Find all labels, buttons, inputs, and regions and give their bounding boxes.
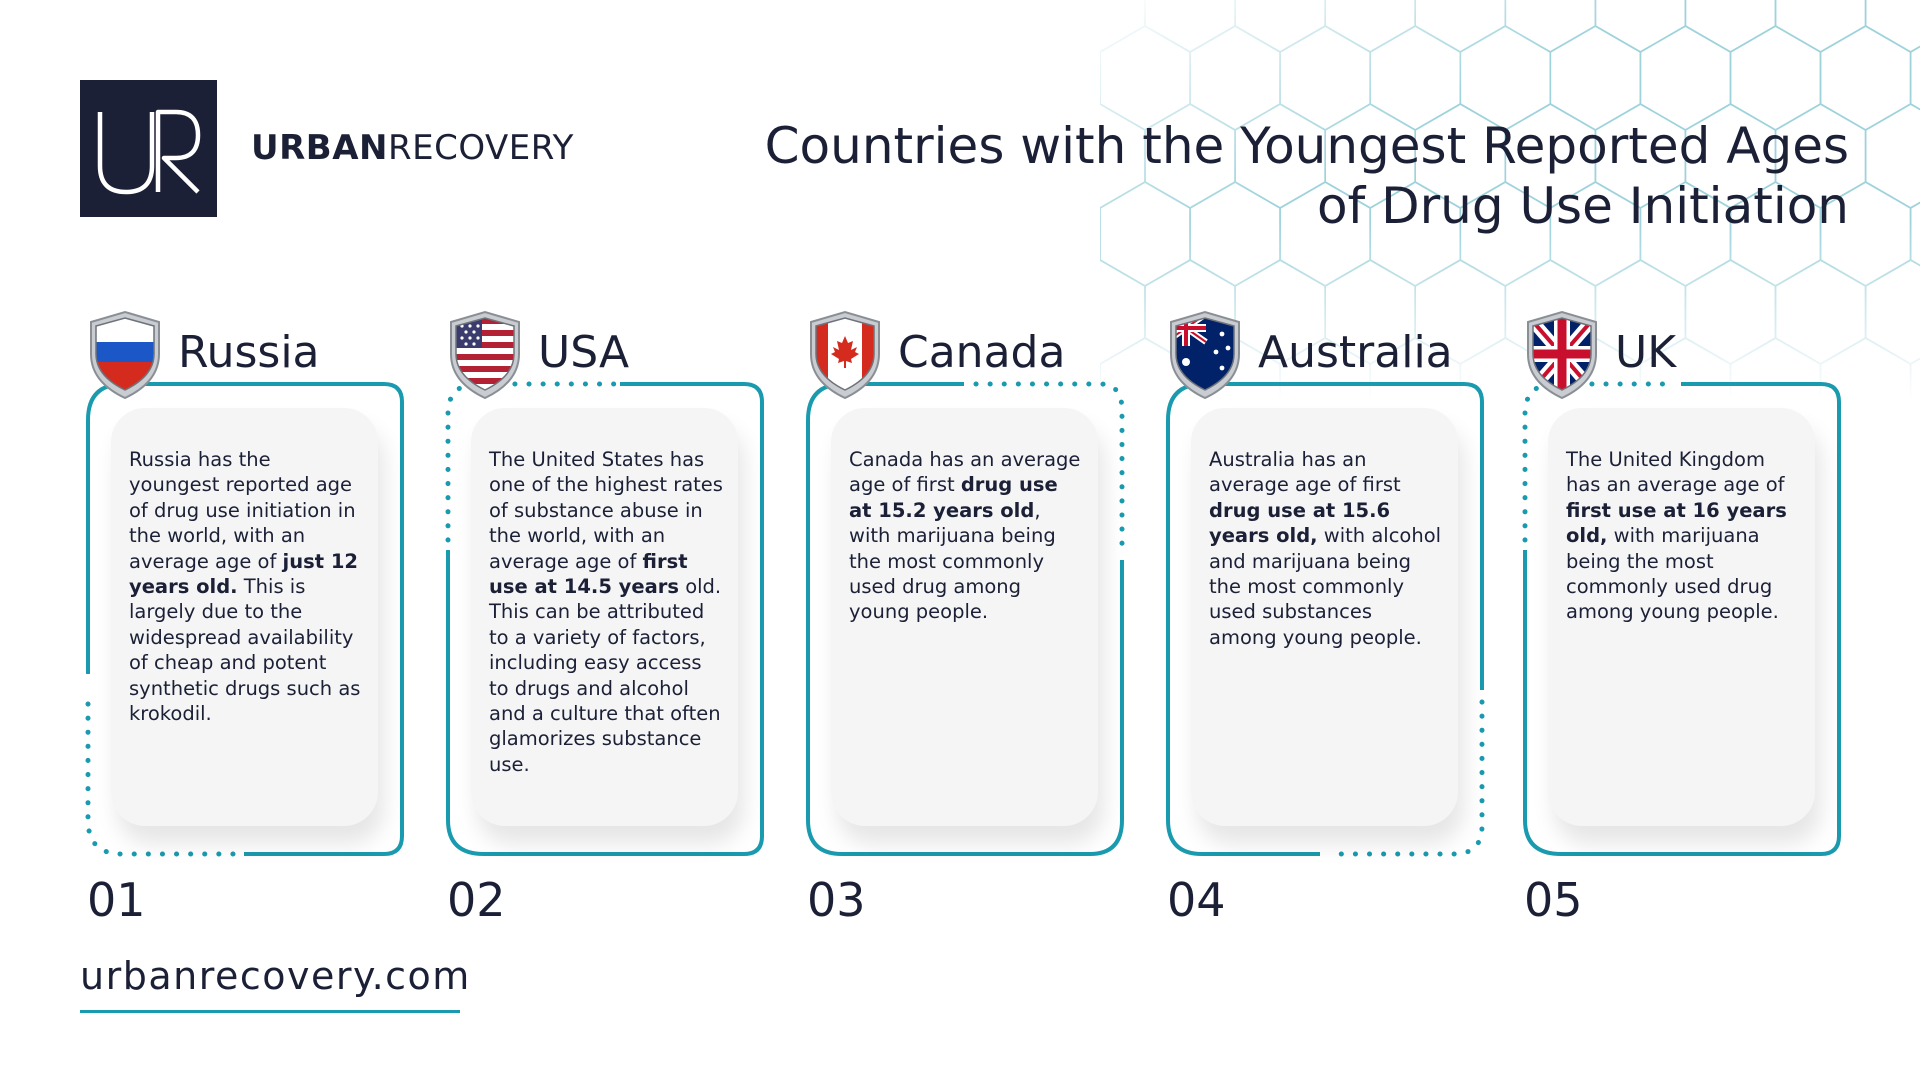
card-panel: [1191, 408, 1458, 826]
hexagon-shape: [1234, 0, 1326, 53]
hexagon-shape: [1549, 25, 1642, 131]
card-outline: [1522, 381, 1841, 856]
desc-text: Australia has an average age of first: [1209, 448, 1401, 497]
desc-text: Russia has the youngest reported age of …: [129, 448, 356, 573]
card-panel: [111, 408, 378, 826]
desc-text: with alcohol and marijuana being the mos…: [1209, 524, 1442, 649]
card-description: Canada has an average age of first drug …: [849, 447, 1084, 625]
card-description: The United Kingdom has an average age of…: [1566, 447, 1801, 625]
desc-text: Canada has an average age of first: [849, 448, 1081, 497]
hexagon-shape: [1819, 25, 1912, 131]
website-link[interactable]: urbanrecovery.com: [80, 954, 471, 998]
hexagon-shape: [1504, 0, 1597, 53]
card-number: 01: [87, 873, 146, 927]
hexagon-shape: [1684, 0, 1777, 53]
hexagon-shape: [1100, 25, 1191, 131]
card-outline: [806, 381, 1125, 856]
page-title-line-2: of Drug Use Initiation: [1316, 177, 1849, 235]
hexagon-shape: [1729, 25, 1822, 131]
australia-flag-shield-icon: [1170, 310, 1240, 400]
russia-flag-shield-icon: [90, 310, 160, 400]
card-number: 03: [807, 873, 866, 927]
hexagon-shape: [1414, 0, 1507, 53]
hexagon-shape: [1909, 357, 1920, 400]
card-number: 02: [447, 873, 506, 927]
ur-logo-icon: [97, 109, 201, 195]
usa-flag-shield-icon: [450, 310, 520, 400]
hexagon-shape: [1459, 25, 1552, 131]
uk-flag-shield-icon: [1527, 310, 1597, 400]
card-description: The United States has one of the highest…: [489, 447, 724, 777]
country-card-canada: Canada Canada has an average age of firs…: [804, 310, 1164, 930]
hexagon-shape: [1774, 0, 1867, 53]
card-number: 05: [1524, 873, 1583, 927]
desc-highlight: drug use at 15.2 years old: [849, 473, 1058, 522]
card-description: Australia has an average age of first dr…: [1209, 447, 1444, 650]
card-outline: [1166, 382, 1485, 857]
hexagon-shape: [1909, 45, 1920, 111]
country-card-uk: UK The United Kingdom has an average age…: [1521, 310, 1881, 930]
hexagon-shape: [1189, 25, 1281, 131]
hexagon-shape: [1279, 25, 1372, 131]
card-panel: [1548, 408, 1815, 826]
card-panel: [831, 408, 1098, 826]
hexagon-shape: [1594, 0, 1687, 53]
hexagon-shape: [1369, 25, 1462, 131]
url-underline: [80, 1010, 460, 1013]
hexagon-shape: [1324, 0, 1417, 53]
card-outline: [445, 381, 764, 856]
hexagon-shape: [1144, 0, 1236, 53]
card-panel: [471, 408, 738, 826]
page-title-line-1: Countries with the Youngest Reported Age…: [764, 117, 1849, 175]
desc-text: The United Kingdom has an average age of: [1566, 448, 1785, 497]
brand-logo: [80, 80, 217, 217]
desc-text: This is largely due to the widespread av…: [129, 575, 361, 726]
desc-highlight: first use at 16 years old,: [1566, 498, 1787, 548]
hexagon-shape: [1864, 103, 1920, 209]
card-description: Russia has the youngest reported age of …: [129, 447, 364, 726]
card-number: 04: [1167, 873, 1226, 927]
hexagon-shape: [1864, 0, 1920, 53]
desc-text: , with marijuana being the most commonly…: [849, 498, 1056, 624]
desc-highlight: drug use at 15.6 years old,: [1209, 498, 1391, 548]
country-name: Canada: [898, 327, 1066, 378]
brand-name-light: RECOVERY: [387, 128, 574, 168]
page-title: Countries with the Youngest Reported Age…: [669, 116, 1849, 236]
desc-text: old. This can be attributed to a variety…: [489, 575, 722, 776]
country-name: UK: [1615, 327, 1677, 378]
country-name: USA: [538, 327, 630, 378]
hexagon-shape: [1100, 0, 1146, 53]
desc-text: The United States has one of the highest…: [489, 448, 723, 573]
desc-highlight: just 12 years old.: [129, 549, 358, 599]
hexagon-shape: [1639, 25, 1732, 131]
country-card-australia: Australia Australia has an average age o…: [1164, 310, 1524, 930]
country-name: Australia: [1258, 327, 1453, 378]
country-card-russia: Russia Russia has the youngest reported …: [84, 310, 444, 930]
country-name: Russia: [178, 327, 320, 378]
canada-flag-shield-icon: [810, 310, 880, 400]
hexagon-shape: [1909, 201, 1920, 267]
desc-text: with marijuana being the most commonly u…: [1566, 524, 1779, 624]
country-card-usa: USA The United States has one of the hig…: [444, 310, 804, 930]
brand-name-bold: URBAN: [251, 128, 388, 168]
desc-highlight: first use at 14.5 years: [489, 549, 688, 599]
brand-name: URBANRECOVERY: [251, 128, 574, 168]
